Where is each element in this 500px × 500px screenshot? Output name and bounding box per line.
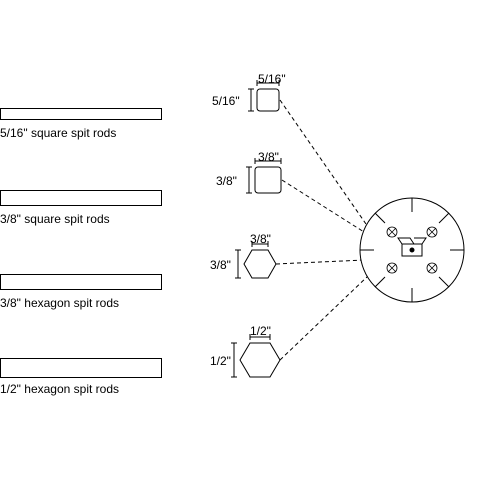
diagram-container: 5/16" square spit rods 3/8" square spit … — [0, 0, 500, 500]
profile-hex-3-8 — [235, 241, 276, 278]
profile-square-5-16 — [248, 80, 279, 111]
diagram-svg — [0, 0, 500, 500]
leader-lines — [276, 100, 368, 360]
profile-hex-1-2 — [231, 334, 280, 377]
motor-hub — [360, 198, 464, 302]
profile-square-3-8 — [246, 158, 281, 193]
